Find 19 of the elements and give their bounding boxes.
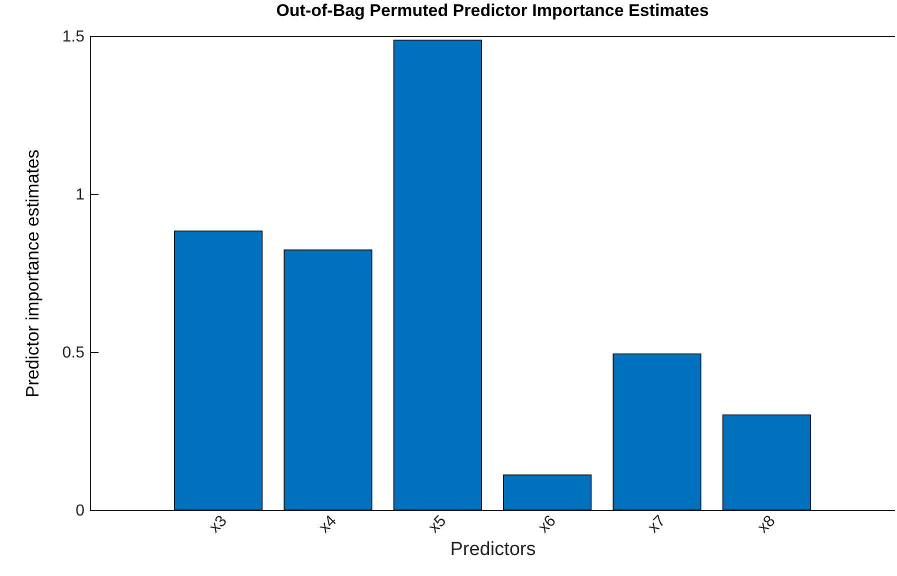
bar xyxy=(174,230,263,510)
bar xyxy=(612,353,702,510)
x-tick-label: x6 xyxy=(535,512,560,536)
bar xyxy=(284,250,372,510)
y-axis-title: Predictor importance estimates xyxy=(22,149,42,398)
x-tick-label: x5 xyxy=(426,512,450,536)
bar xyxy=(393,40,482,510)
y-tick-label: 1.5 xyxy=(62,28,85,46)
y-tick-label: 0.5 xyxy=(62,344,85,362)
x-tick-label: x3 xyxy=(206,512,230,536)
bar xyxy=(722,414,811,510)
chart-title: Out-of-Bag Permuted Predictor Importance Estimates xyxy=(276,1,709,20)
x-axis-title: Predictors xyxy=(450,538,536,560)
x-tick-label: x8 xyxy=(754,512,779,536)
x-tick-label: x4 xyxy=(316,512,340,536)
y-tick-label: 1 xyxy=(76,186,85,204)
y-tick-label: 0 xyxy=(76,502,85,520)
bar xyxy=(503,474,592,510)
x-tick-label: x7 xyxy=(645,512,670,536)
